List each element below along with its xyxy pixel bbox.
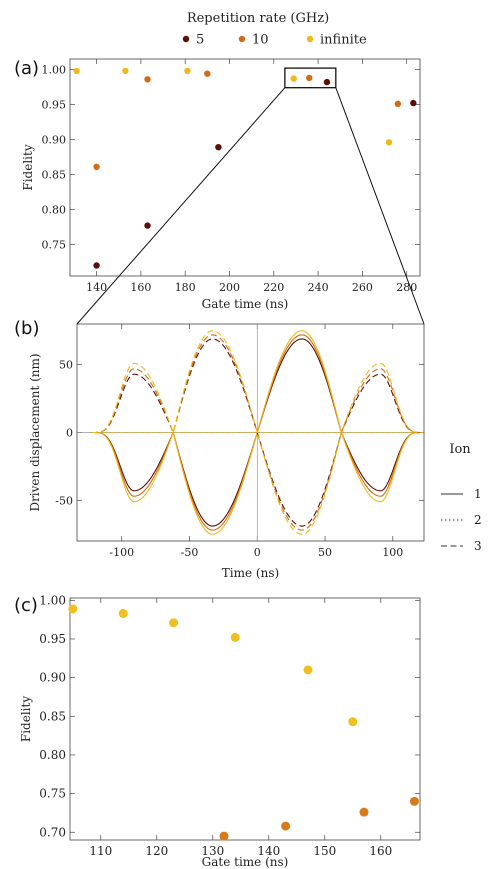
y-tick-label: 0.75 xyxy=(42,239,67,252)
y-tick-label: 50 xyxy=(59,359,73,372)
plot-frame xyxy=(69,597,421,841)
data-point-5 xyxy=(93,262,100,269)
x-axis-label: Gate time (ns) xyxy=(202,297,289,311)
ion-legend: Ion 1 2 3 xyxy=(441,442,482,553)
ion-3-curve xyxy=(91,330,423,535)
x-tick-label: 160 xyxy=(369,844,392,858)
y-tick-label: 0.85 xyxy=(42,169,67,182)
x-tick-label: 140 xyxy=(257,844,280,858)
data-point-series-1 xyxy=(348,717,358,727)
y-axis-label: Fidelity xyxy=(21,144,35,190)
data-point-series-1 xyxy=(230,632,240,642)
x-tick-label: 160 xyxy=(130,281,151,294)
ion-legend-items: 1 2 3 xyxy=(441,487,482,553)
x-tick-label: 260 xyxy=(352,281,373,294)
legend-title: Repetition rate (GHz) xyxy=(187,11,329,26)
legend-marker-5 xyxy=(182,35,190,43)
x-tick-label: 0 xyxy=(254,546,261,559)
data-point-series-1 xyxy=(118,608,128,618)
y-tick-label: 0 xyxy=(66,427,73,440)
x-tick-label: 180 xyxy=(175,281,196,294)
x-tick-label: 100 xyxy=(382,546,403,559)
panel-label: (c) xyxy=(14,595,38,616)
x-tick-label: 120 xyxy=(145,844,168,858)
legend-label-10: 10 xyxy=(252,33,269,48)
x-tick-label: 240 xyxy=(308,281,329,294)
panel-c: 110 120 130 140 150 160 0.70 0.75 0.80 0.85 0.90 0.… xyxy=(14,593,421,869)
data-point-series-2 xyxy=(409,796,419,806)
data-point-infinite xyxy=(385,139,393,146)
data-point-infinite xyxy=(122,67,129,75)
data-point-series-2 xyxy=(281,821,291,831)
data-point-10 xyxy=(306,74,313,82)
data-point-series-2 xyxy=(359,807,369,817)
ion-legend-label-2: 2 xyxy=(474,513,482,527)
ion-3-curve xyxy=(91,334,423,531)
y-tick-label: 0.80 xyxy=(39,748,66,762)
ion-legend-label-1: 1 xyxy=(474,487,482,501)
y-tick-label: 1.00 xyxy=(39,593,66,607)
y-tick-label: 0.75 xyxy=(39,787,66,801)
y-axis-label: Fidelity xyxy=(19,696,33,742)
y-tick-label: 0.90 xyxy=(42,134,67,147)
x-tick-label: 150 xyxy=(313,844,336,858)
data-point-10 xyxy=(93,163,100,170)
zoom-line-left xyxy=(76,87,286,325)
panel-label: (a) xyxy=(14,58,39,79)
data-point-series-1 xyxy=(303,665,313,675)
y-tick-label: 0.95 xyxy=(39,632,66,646)
zoom-connector-lines xyxy=(76,87,425,325)
zoom-box xyxy=(284,67,337,89)
data-point-infinite xyxy=(184,67,191,75)
data-point-series-1 xyxy=(68,604,78,614)
zoom-line-right xyxy=(335,87,425,325)
x-tick-label: 280 xyxy=(396,281,417,294)
y-tick-label: 0.70 xyxy=(39,825,66,839)
legend-marker-10 xyxy=(238,35,246,43)
x-tick-label: 130 xyxy=(201,844,224,858)
y-tick-label: 0.80 xyxy=(42,204,67,217)
data-point-5 xyxy=(144,222,151,229)
x-axis-label: Gate time (ns) xyxy=(202,855,289,869)
panel-a: 140 160 180 200 220 240 260 280 0.75 0.80 0.85 0.90… xyxy=(14,58,421,311)
ion-legend-label-3: 3 xyxy=(474,539,482,553)
data-point-infinite xyxy=(290,75,297,82)
ion-legend-title: Ion xyxy=(449,442,471,457)
x-tick-label: -50 xyxy=(181,546,199,559)
x-tick-label: 200 xyxy=(219,281,240,294)
data-point-5 xyxy=(215,144,222,151)
legend-label-5: 5 xyxy=(196,33,204,48)
panel-b: -100 -50 0 50 100 -50 0 50 Time (ns) Driven displ… xyxy=(14,318,425,580)
y-tick-label: 0.90 xyxy=(39,671,66,685)
x-axis-label: Time (ns) xyxy=(222,566,279,580)
data-point-10 xyxy=(144,76,151,83)
plot-frame xyxy=(69,58,421,277)
y-tick-label: -50 xyxy=(55,494,73,507)
data-point-series-2 xyxy=(219,831,229,841)
legend-marker-infinite xyxy=(306,35,314,43)
data-point-5 xyxy=(410,99,417,107)
data-point-series-1 xyxy=(169,618,179,628)
data-point-5 xyxy=(323,78,331,86)
data-point-10 xyxy=(204,70,211,77)
legend-label-infinite: infinite xyxy=(320,33,367,48)
x-tick-label: -100 xyxy=(109,546,134,559)
x-tick-label: 110 xyxy=(89,844,112,858)
y-tick-label: 1.00 xyxy=(42,64,67,77)
data-point-10 xyxy=(394,100,402,108)
x-tick-label: 220 xyxy=(263,281,284,294)
x-tick-label: 140 xyxy=(86,281,107,294)
legend-items: 5 10 infinite xyxy=(182,33,367,48)
y-tick-label: 0.95 xyxy=(42,99,67,112)
x-tick-label: 50 xyxy=(318,546,332,559)
y-axis-label: Driven displacement (nm) xyxy=(28,353,42,511)
y-tick-label: 0.85 xyxy=(39,709,66,723)
panel-label: (b) xyxy=(14,318,39,339)
repetition-rate-legend: Repetition rate (GHz) 5 10 infinite xyxy=(182,11,367,48)
data-point-infinite xyxy=(73,67,80,75)
